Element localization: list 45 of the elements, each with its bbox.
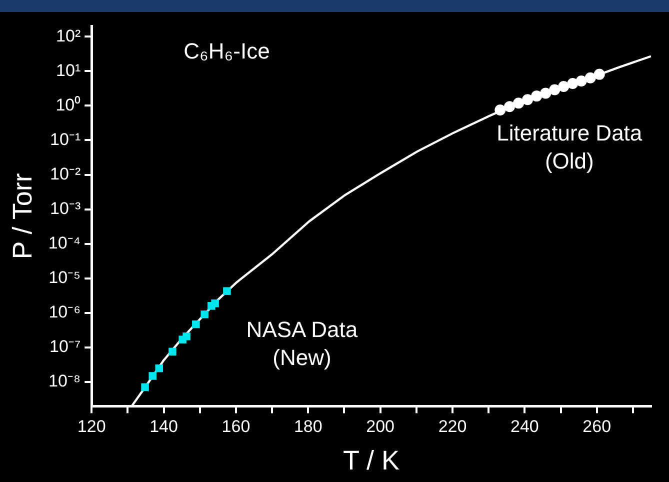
y-tick-label: 10⁻² (50, 164, 81, 184)
point (549, 84, 560, 96)
point (531, 90, 542, 102)
x-tick-label: 120 (77, 417, 106, 436)
point (141, 383, 149, 392)
point (148, 372, 156, 380)
y-tick-label: 10⁻⁴ (48, 234, 81, 253)
y-tick-label: 10⁻⁵ (48, 268, 81, 288)
y-tick-label: 10² (56, 26, 81, 46)
series-label: NASA Data (New) (246, 317, 358, 370)
y-tick-label: 10¹ (56, 60, 81, 80)
y-tick-label: 10⁻⁶ (48, 302, 81, 322)
point (504, 101, 516, 112)
point (540, 88, 552, 99)
point (522, 94, 534, 106)
y-tick-label: 10⁻⁷ (50, 337, 81, 356)
x-tick-label: 140 (150, 417, 178, 436)
series-label: Literature Data (Old) (496, 120, 643, 174)
point (513, 98, 524, 109)
x-tick-label: 180 (294, 417, 322, 436)
x-axis-title: T / K (343, 445, 400, 476)
annotation: C₆H₆-Ice (184, 38, 270, 64)
point (211, 299, 219, 308)
x-tick-label: 160 (222, 417, 250, 436)
point (567, 78, 578, 89)
y-tick-label: 10⁻³ (50, 199, 81, 218)
x-tick-label: 200 (366, 417, 395, 436)
y-tick-label: 10⁻⁸ (48, 372, 81, 391)
point (558, 80, 570, 92)
point (200, 310, 208, 318)
point (584, 72, 596, 84)
x-tick-label: 260 (582, 417, 612, 436)
y-tick-label: 10⁰ (56, 95, 81, 114)
y-tick-label: 10⁻¹ (50, 130, 81, 149)
point (168, 348, 176, 356)
point (155, 364, 163, 372)
point (594, 68, 605, 80)
x-tick-label: 220 (438, 417, 467, 436)
point (576, 75, 587, 86)
point (494, 104, 506, 116)
point (182, 332, 190, 340)
y-axis-title: P / Torr (8, 173, 38, 260)
point (192, 320, 200, 328)
x-tick-label: 240 (510, 417, 539, 436)
point (223, 287, 231, 295)
